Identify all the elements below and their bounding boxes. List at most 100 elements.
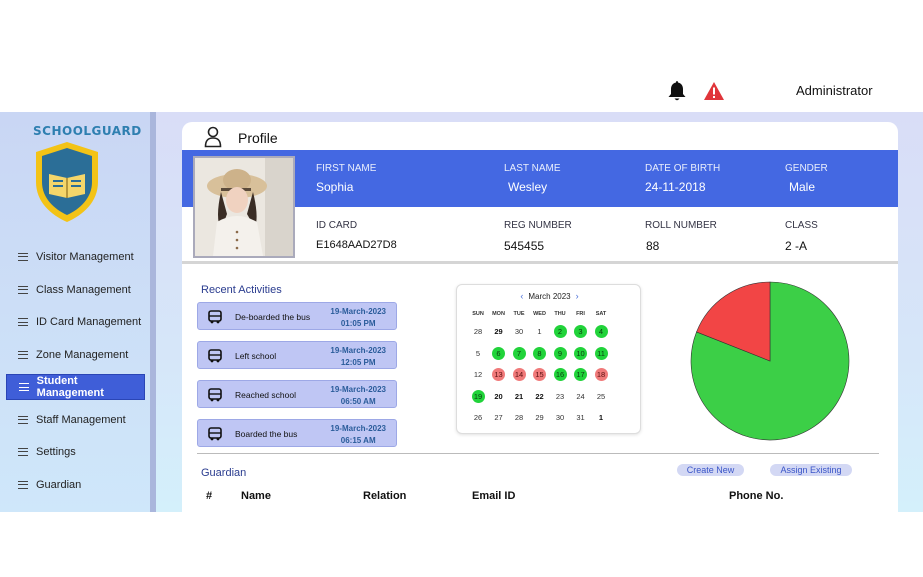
user-icon xyxy=(204,126,222,148)
brand-name: SCHOOLGUARD xyxy=(33,124,142,138)
menu-icon xyxy=(18,480,28,489)
activity-datetime: 19-March-2023 01:05 PM xyxy=(330,306,386,330)
calendar-day[interactable]: 13 xyxy=(492,368,505,381)
sidebar-item-label: Zone Management xyxy=(36,349,129,362)
activity-item: De-boarded the bus 19-March-2023 01:05 PM xyxy=(197,302,397,330)
activity-item: Boarded the bus 19-March-2023 06:15 AM xyxy=(197,419,397,447)
profile-header-band xyxy=(182,150,898,207)
calendar-weekday: SAT xyxy=(595,311,607,317)
recent-activities-title: Recent Activities xyxy=(201,284,282,296)
calendar-day[interactable]: 12 xyxy=(473,370,483,379)
calendar-day[interactable]: 23 xyxy=(555,391,565,401)
first-name-label: FIRST NAME xyxy=(316,163,377,174)
calendar-weekday: THU xyxy=(554,311,566,317)
sidebar-item[interactable]: ID Card Management xyxy=(0,306,153,339)
calendar-day[interactable]: 10 xyxy=(574,346,587,360)
sidebar-item[interactable]: Bus Dashboard xyxy=(0,501,153,512)
sidebar-item[interactable]: Guardian xyxy=(0,469,153,502)
profile-card: Profile FIRST NAME Sophia LAST NAME xyxy=(182,122,898,512)
last-name-label: LAST NAME xyxy=(504,163,561,174)
id-card-value: E1648AAD27D8 xyxy=(316,239,397,251)
roll-number-label: ROLL NUMBER xyxy=(645,220,717,231)
calendar-day[interactable]: 11 xyxy=(594,346,608,360)
calendar-weekday: SUN xyxy=(472,311,484,317)
calendar-day[interactable]: 31 xyxy=(576,413,585,422)
activity-text: Boarded the bus xyxy=(235,429,298,439)
menu-icon xyxy=(18,448,28,457)
calendar-day[interactable]: 29 xyxy=(494,327,503,336)
calendar-day[interactable]: 17 xyxy=(574,368,587,381)
menu-icon xyxy=(18,253,28,262)
calendar-day[interactable]: 1 xyxy=(598,413,604,422)
calendar-day[interactable]: 29 xyxy=(535,413,544,422)
alert-triangle-icon[interactable] xyxy=(703,81,725,101)
calendar-day[interactable]: 15 xyxy=(533,368,546,381)
calendar-day[interactable]: 30 xyxy=(555,413,565,422)
calendar-month: March 2023 xyxy=(528,292,571,301)
sidebar-scrollbar[interactable] xyxy=(150,112,156,512)
calendar-day[interactable]: 4 xyxy=(594,325,608,338)
bell-icon[interactable] xyxy=(667,80,687,102)
calendar-day[interactable]: 27 xyxy=(494,413,503,422)
calendar-day[interactable]: 18 xyxy=(594,368,608,381)
bus-icon xyxy=(208,310,222,324)
assign-existing-button[interactable]: Assign Existing xyxy=(770,464,852,476)
calendar-day[interactable]: 21 xyxy=(514,391,524,401)
calendar-day[interactable]: 8 xyxy=(533,346,546,360)
calendar-day[interactable]: 20 xyxy=(494,391,503,401)
calendar-next-icon[interactable]: › xyxy=(575,291,579,301)
calendar-day[interactable]: 5 xyxy=(475,348,481,358)
calendar-prev-icon[interactable]: ‹ xyxy=(520,291,524,301)
sidebar-item[interactable]: Class Management xyxy=(0,274,153,307)
calendar-day[interactable]: 30 xyxy=(514,327,524,336)
calendar-day[interactable]: 1 xyxy=(537,327,542,336)
calendar-day[interactable]: 28 xyxy=(473,327,483,336)
sidebar-item-label: Class Management xyxy=(36,283,131,296)
calendar-weekday: TUE xyxy=(513,311,525,317)
sidebar-item[interactable]: Zone Management xyxy=(0,339,153,372)
menu-icon xyxy=(18,415,28,424)
sidebar-nav: Visitor Management Class Management ID Car… xyxy=(0,241,153,512)
sidebar-item[interactable]: Student Management xyxy=(6,374,145,401)
calendar-day[interactable]: 22 xyxy=(535,391,544,401)
sidebar-item-label: Settings xyxy=(36,446,76,459)
id-card-label: ID CARD xyxy=(316,220,358,231)
dob-label: DATE OF BIRTH xyxy=(645,163,721,174)
reg-number-label: REG NUMBER xyxy=(504,220,572,231)
column-header-relation: Relation xyxy=(363,490,407,502)
sidebar-item-label: Staff Management xyxy=(36,413,126,426)
activity-datetime: 19-March-2023 06:50 AM xyxy=(330,384,386,408)
calendar-day[interactable]: 14 xyxy=(512,368,526,381)
calendar-day[interactable]: 16 xyxy=(553,368,567,381)
profile-details-band xyxy=(182,207,898,264)
calendar-day[interactable]: 9 xyxy=(553,346,567,360)
calendar-day[interactable]: 6 xyxy=(492,346,505,360)
calendar-day[interactable]: 3 xyxy=(574,325,587,338)
calendar-day[interactable]: 19 xyxy=(471,389,485,403)
bus-icon xyxy=(208,388,222,402)
sidebar-item[interactable]: Staff Management xyxy=(0,403,153,436)
calendar-day[interactable]: 25 xyxy=(596,391,606,401)
activity-text: Reached school xyxy=(235,390,296,400)
create-new-button[interactable]: Create New xyxy=(677,464,744,476)
calendar-day[interactable]: 2 xyxy=(553,325,567,338)
calendar-day[interactable]: 7 xyxy=(512,346,526,360)
activity-datetime: 19-March-2023 12:05 PM xyxy=(330,345,386,369)
sidebar-item-label: ID Card Management xyxy=(36,316,142,329)
menu-icon xyxy=(18,351,28,360)
calendar-weekday: FRI xyxy=(576,311,585,317)
class-label: CLASS xyxy=(785,220,818,231)
menu-icon xyxy=(18,318,28,327)
sidebar-item-label: Student Management xyxy=(36,375,104,400)
sidebar-item[interactable]: Settings xyxy=(0,436,153,469)
dob-value: 24-11-2018 xyxy=(645,180,706,194)
activity-time: 12:05 PM xyxy=(340,358,376,367)
calendar-day[interactable]: 26 xyxy=(473,413,483,422)
user-menu[interactable]: Administrator xyxy=(796,83,873,98)
sidebar-item[interactable]: Visitor Management xyxy=(0,241,153,274)
activity-date: 19-March-2023 xyxy=(330,385,386,394)
sidebar: SCHOOLGUARD Visitor Management Class Mana… xyxy=(0,112,153,512)
calendar-day[interactable]: 24 xyxy=(576,391,585,401)
calendar-day[interactable]: 28 xyxy=(514,413,524,422)
pie-slice xyxy=(696,281,771,362)
